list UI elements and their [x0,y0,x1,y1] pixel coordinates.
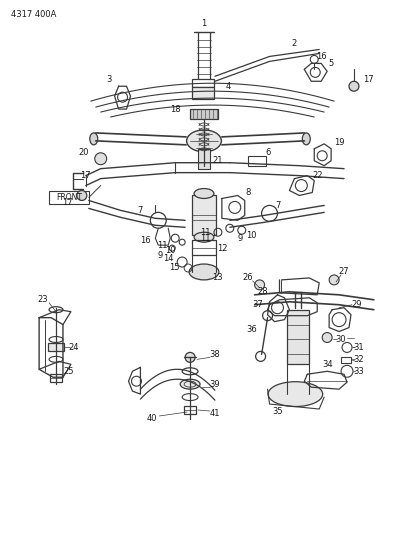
Text: 23: 23 [38,295,49,304]
Text: FRONT: FRONT [56,193,82,202]
Text: 1: 1 [202,19,206,28]
Bar [287,310,309,365]
Text: 12: 12 [217,244,227,253]
Text: 21: 21 [213,156,223,165]
Text: 26: 26 [242,273,253,282]
Text: 16: 16 [140,236,151,245]
Text: 28: 28 [257,287,268,296]
Text: 37: 37 [252,300,263,309]
Text: 17: 17 [80,171,91,180]
Text: 40: 40 [147,415,157,423]
Text: 39: 39 [210,379,220,389]
Bar [190,109,218,119]
Text: 24: 24 [69,343,79,352]
Text: 10: 10 [165,246,175,255]
Circle shape [329,275,339,285]
Bar [341,358,351,364]
Ellipse shape [186,130,222,152]
Text: 3: 3 [106,75,111,84]
Text: 7: 7 [138,206,143,215]
Text: 9: 9 [237,233,242,243]
Text: 13: 13 [213,273,223,282]
Text: 20: 20 [79,148,89,157]
Bar [192,79,214,87]
Text: 30: 30 [336,335,346,344]
Text: 11: 11 [200,228,210,237]
Ellipse shape [189,264,219,280]
Text: 4: 4 [225,82,231,91]
Text: 16: 16 [316,52,326,61]
Text: 36: 36 [246,325,257,334]
Ellipse shape [194,189,214,198]
Text: 29: 29 [352,300,362,309]
Text: 8: 8 [245,188,251,197]
Text: 34: 34 [322,360,333,369]
Circle shape [322,333,332,343]
Bar [192,87,214,99]
Bar [192,196,216,235]
Text: 33: 33 [354,367,364,376]
Circle shape [255,280,264,290]
Text: 19: 19 [334,139,344,147]
Ellipse shape [302,133,310,145]
Text: 18: 18 [170,104,180,114]
Text: 7: 7 [275,201,280,210]
Text: 17: 17 [62,198,72,207]
Circle shape [185,352,195,362]
Text: 17: 17 [364,75,374,84]
Bar [49,190,89,205]
Circle shape [95,153,106,165]
Bar [248,156,266,166]
Text: 6: 6 [265,148,270,157]
Text: 38: 38 [210,350,220,359]
Ellipse shape [180,379,200,389]
Text: 5: 5 [328,59,334,68]
Circle shape [349,81,359,91]
Text: 4317 400A: 4317 400A [11,10,57,19]
Text: 14: 14 [163,254,173,263]
Text: 2: 2 [292,39,297,48]
Text: 25: 25 [64,367,74,376]
Bar [184,406,196,414]
Text: 27: 27 [339,268,349,277]
Text: 11: 11 [157,240,168,249]
Circle shape [77,190,87,200]
Text: 22: 22 [312,171,322,180]
Ellipse shape [90,133,98,145]
Text: 10: 10 [246,231,257,240]
Text: 32: 32 [354,355,364,364]
Ellipse shape [268,382,323,407]
Text: 35: 35 [272,407,283,416]
Bar [48,343,64,351]
Text: 11: 11 [200,233,210,243]
Bar [50,374,62,382]
Text: 31: 31 [354,343,364,352]
Bar [198,149,210,168]
Text: 15: 15 [169,263,180,272]
Text: 9: 9 [157,251,163,260]
Text: 41: 41 [210,409,220,418]
Ellipse shape [194,232,214,242]
